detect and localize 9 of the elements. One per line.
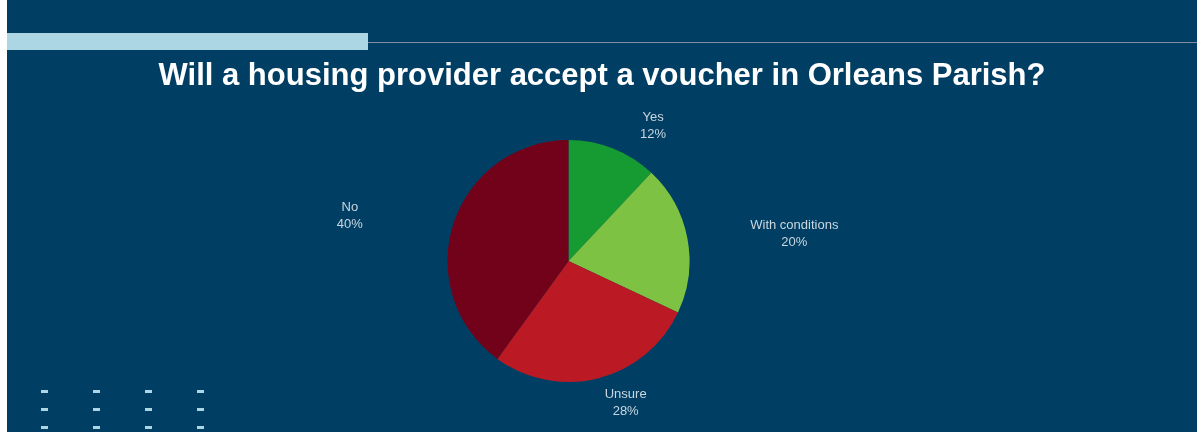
data-label: 12%: [640, 125, 667, 141]
slice-label: No: [341, 199, 359, 215]
data-label: 40%: [336, 216, 364, 232]
slice-label: With conditions: [750, 217, 839, 233]
chart-title: Will a housing provider accept a voucher in Orleans Parish?: [157, 57, 1047, 92]
slice-label: Unsure: [604, 385, 647, 401]
slice-label: Yes: [642, 108, 665, 124]
data-label: 28%: [612, 402, 640, 418]
data-label: 20%: [781, 234, 808, 250]
